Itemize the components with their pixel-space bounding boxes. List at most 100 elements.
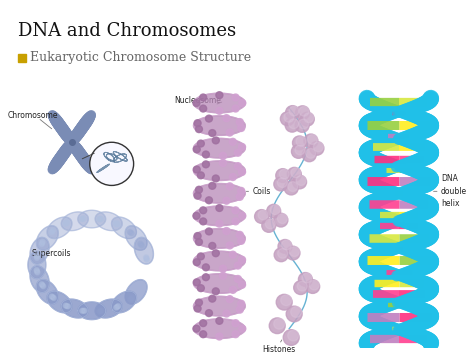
Circle shape: [229, 138, 237, 145]
Circle shape: [194, 192, 201, 199]
Circle shape: [304, 134, 318, 148]
Circle shape: [219, 272, 227, 279]
Circle shape: [35, 254, 39, 259]
Circle shape: [306, 280, 319, 294]
Circle shape: [269, 318, 285, 334]
Polygon shape: [193, 138, 246, 158]
Polygon shape: [193, 296, 246, 316]
Circle shape: [51, 228, 55, 233]
Text: Eukaryotic Chromosome Structure: Eukaryotic Chromosome Structure: [30, 51, 251, 64]
Circle shape: [49, 230, 54, 235]
Circle shape: [115, 222, 120, 227]
Circle shape: [65, 304, 71, 309]
Circle shape: [292, 144, 305, 158]
Circle shape: [202, 274, 210, 281]
Circle shape: [50, 295, 55, 300]
Circle shape: [40, 240, 45, 245]
Polygon shape: [193, 319, 246, 339]
Circle shape: [276, 294, 292, 310]
Circle shape: [255, 209, 269, 223]
Circle shape: [100, 308, 104, 313]
Circle shape: [223, 197, 230, 204]
Circle shape: [129, 231, 134, 236]
Circle shape: [40, 283, 45, 288]
Text: Supercoils: Supercoils: [32, 248, 72, 258]
Circle shape: [200, 207, 207, 214]
Circle shape: [200, 94, 207, 101]
Circle shape: [139, 243, 144, 248]
Polygon shape: [134, 237, 154, 264]
Circle shape: [237, 119, 243, 125]
Polygon shape: [78, 302, 106, 320]
Circle shape: [35, 269, 39, 274]
Polygon shape: [193, 184, 246, 203]
Circle shape: [63, 303, 68, 308]
Text: DNA and Chromosomes: DNA and Chromosomes: [18, 22, 236, 40]
Circle shape: [35, 253, 39, 258]
Circle shape: [114, 305, 118, 310]
Circle shape: [282, 240, 292, 250]
Circle shape: [292, 175, 307, 189]
Circle shape: [308, 135, 318, 144]
Circle shape: [304, 113, 314, 122]
Circle shape: [239, 100, 246, 106]
Circle shape: [301, 112, 314, 126]
Polygon shape: [111, 217, 137, 239]
Circle shape: [193, 212, 200, 219]
Circle shape: [235, 262, 241, 269]
Circle shape: [99, 217, 104, 222]
Circle shape: [216, 92, 223, 99]
Circle shape: [195, 299, 202, 306]
Circle shape: [288, 330, 299, 341]
Circle shape: [276, 169, 290, 182]
Circle shape: [206, 115, 212, 122]
Circle shape: [296, 176, 306, 185]
Circle shape: [279, 169, 289, 179]
Circle shape: [193, 325, 200, 332]
Circle shape: [115, 304, 120, 309]
Circle shape: [129, 296, 134, 301]
Circle shape: [232, 218, 239, 225]
Polygon shape: [125, 226, 147, 250]
Circle shape: [79, 217, 84, 222]
Circle shape: [206, 310, 212, 317]
Circle shape: [258, 210, 268, 220]
Circle shape: [81, 308, 86, 313]
Polygon shape: [193, 251, 246, 271]
Text: DNA
double
helix: DNA double helix: [441, 174, 467, 208]
Circle shape: [277, 178, 287, 187]
Circle shape: [226, 129, 233, 136]
Circle shape: [64, 220, 69, 225]
Circle shape: [195, 239, 202, 245]
Circle shape: [292, 136, 307, 150]
Circle shape: [265, 219, 275, 229]
Circle shape: [237, 125, 245, 131]
Polygon shape: [47, 217, 72, 239]
Circle shape: [97, 309, 102, 314]
Circle shape: [310, 141, 324, 155]
Circle shape: [82, 308, 87, 313]
Circle shape: [219, 265, 227, 272]
Circle shape: [209, 182, 216, 189]
Circle shape: [223, 228, 230, 234]
Circle shape: [195, 126, 202, 132]
Circle shape: [296, 106, 310, 120]
Polygon shape: [95, 212, 122, 231]
Polygon shape: [28, 251, 46, 279]
Circle shape: [274, 177, 288, 191]
Circle shape: [229, 286, 237, 293]
Circle shape: [49, 294, 54, 299]
Circle shape: [291, 168, 301, 178]
Circle shape: [237, 187, 245, 194]
Circle shape: [219, 159, 227, 166]
Circle shape: [237, 300, 245, 307]
Polygon shape: [95, 299, 122, 318]
Circle shape: [289, 106, 299, 116]
Bar: [18, 54, 26, 62]
Circle shape: [200, 331, 207, 338]
Circle shape: [237, 231, 243, 238]
Circle shape: [212, 250, 219, 257]
Circle shape: [238, 143, 246, 151]
Circle shape: [232, 94, 239, 101]
Circle shape: [216, 108, 223, 114]
